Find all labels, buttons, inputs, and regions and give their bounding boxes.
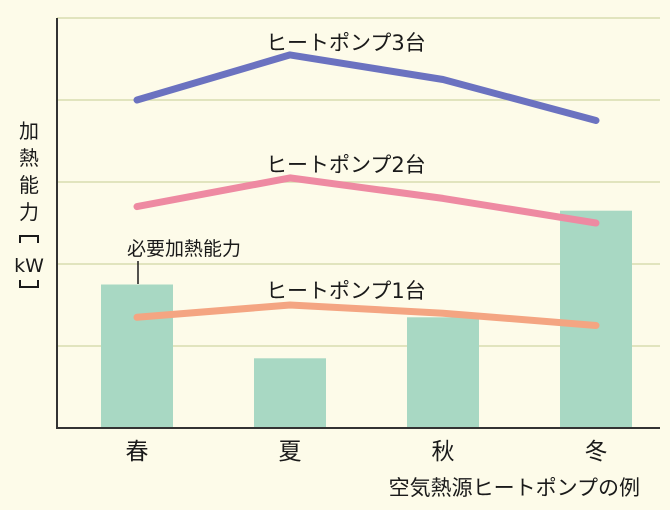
series-label-3: ヒートポンプ3台 [266,31,426,55]
chart-caption: 空気熱源ヒートポンプの例 [389,476,640,500]
labels: 加 熱 能 力 kW 必要加熱能力 ヒートポンプ3台 ヒートポンプ2台 ヒートポ… [14,31,640,500]
ylabel-unit: kW [14,255,44,277]
category-label-spring: 春 [126,439,149,465]
series-line-3 [133,301,600,329]
series-lines [133,51,600,329]
series-line-1 [133,51,600,124]
axes [56,18,660,429]
bar-1 [101,284,173,428]
ylabel-char-2: 熱 [19,146,39,170]
bar-3 [407,317,479,428]
ylabel-char-4: 力 [19,200,39,224]
bars [101,210,632,428]
unit-bracket-bottom [19,280,39,288]
series-label-2: ヒートポンプ2台 [266,153,426,177]
bar-2 [254,358,326,428]
bar-annotation-label: 必要加熱能力 [127,238,241,260]
category-label-winter: 冬 [585,439,608,465]
ylabel-char-3: 能 [19,173,39,197]
unit-bracket-top [19,235,39,243]
bar-4 [560,210,632,428]
category-label-summer: 夏 [279,439,302,465]
series-line-2 [133,174,600,227]
grid-lines [57,17,660,347]
category-label-autumn: 秋 [432,439,455,465]
series-label-1: ヒートポンプ1台 [266,279,426,303]
ylabel-char-1: 加 [19,119,39,143]
